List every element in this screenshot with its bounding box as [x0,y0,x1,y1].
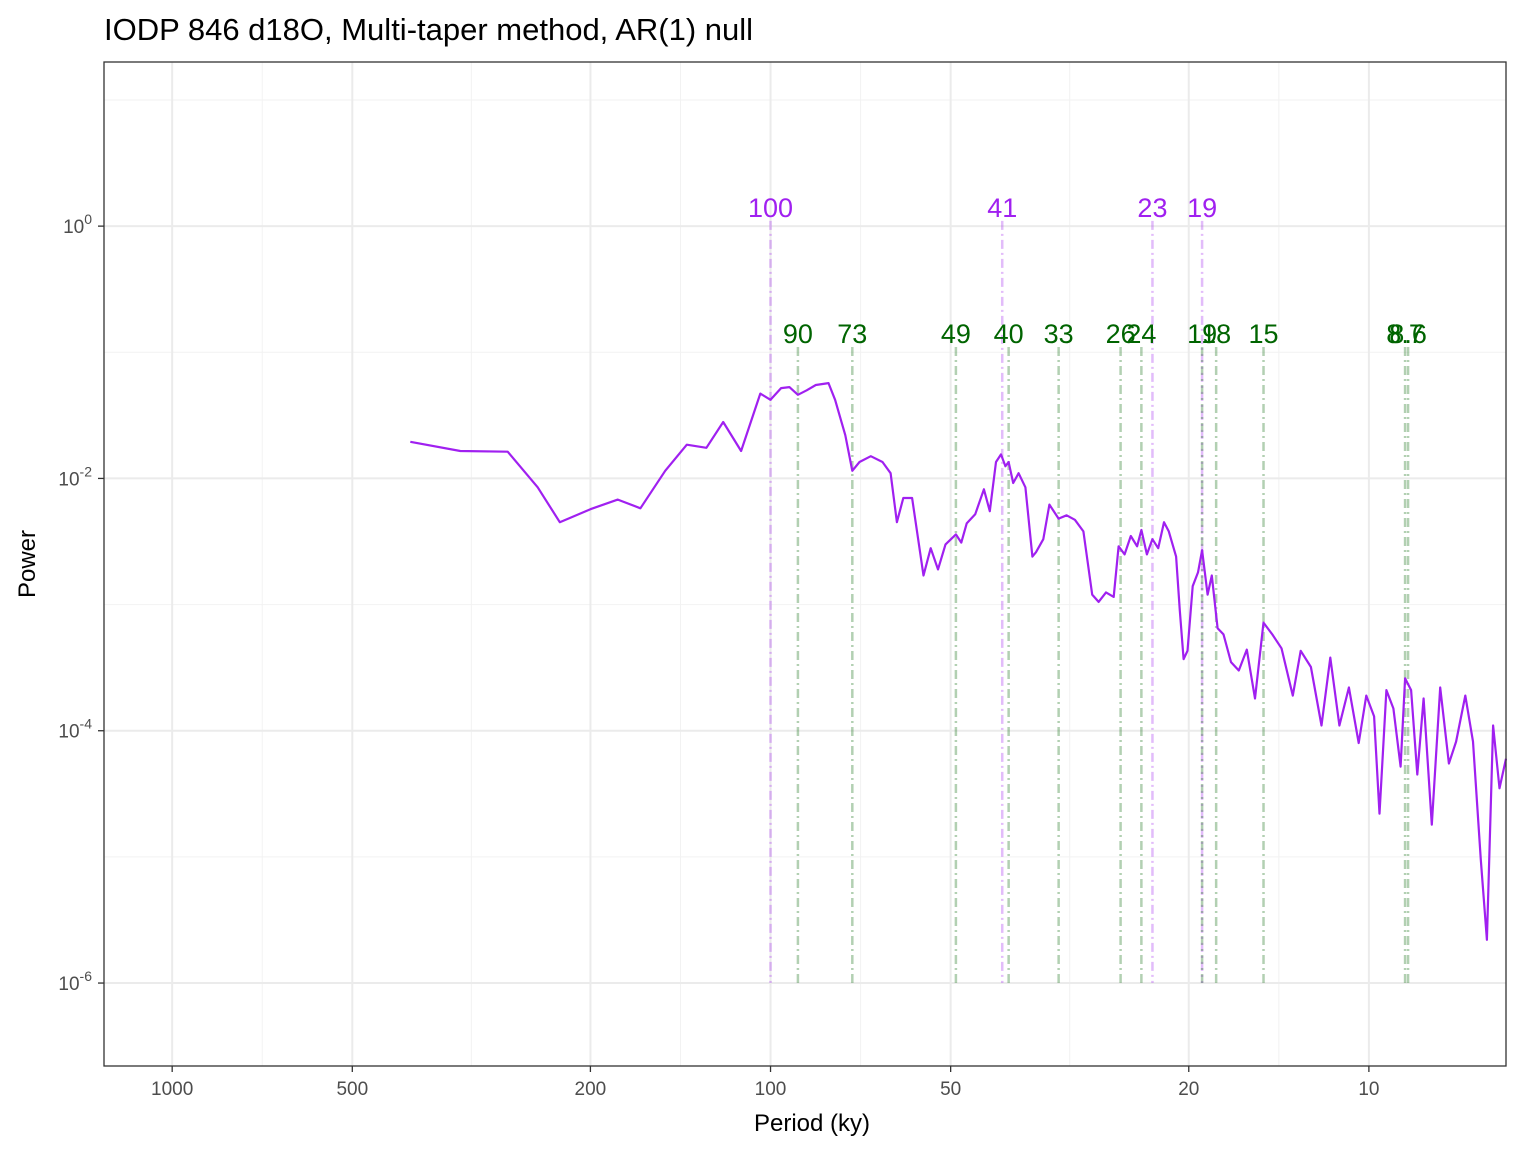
peak-label: 26 [1106,319,1136,349]
peak-label: 19 [1187,319,1217,349]
x-tick-label: 500 [336,1079,368,1100]
x-tick-label: 20 [1178,1079,1199,1100]
y-tick-label: 100 [63,211,92,238]
x-tick-label: 100 [755,1079,787,1100]
peak-label: 24 [1126,319,1156,349]
peak-label: 100 [748,193,793,223]
peak-label: 15 [1248,319,1278,349]
y-tick-label: 10-2 [58,463,92,490]
plot-background [104,62,1506,1066]
peak-label: 33 [1044,319,1074,349]
peak-label: 49 [941,319,971,349]
series-layer [410,382,1508,941]
peak-label: 18 [1201,319,1231,349]
x-tick-label: 10 [1358,1079,1379,1100]
y-tick-label: 10-4 [58,716,92,743]
x-axis-title: Period (ky) [754,1110,870,1137]
y-axis-title: Power [14,530,41,598]
spectrum-line [410,382,1508,941]
peak-label: 73 [837,319,867,349]
peak-label: 8.6 [1389,319,1427,349]
x-tick-label: 200 [575,1079,607,1100]
x-axis: 1000 500 200 100 50 20 10 [151,1066,1379,1100]
x-tick-label: 50 [940,1079,961,1100]
y-tick-label: 10-6 [58,968,92,995]
peak-lines [769,220,1410,984]
grid-layer [104,62,1506,1066]
peak-label: 19 [1187,193,1217,223]
peak-label: 90 [783,319,813,349]
peak-label: 23 [1137,193,1167,223]
peak-label: 8.7 [1386,319,1424,349]
plot-border [103,61,1507,1067]
y-axis: 100 10-2 10-4 10-6 [58,211,104,995]
chart-title: IODP 846 d18O, Multi-taper method, AR(1)… [104,12,753,47]
peak-label: 40 [994,319,1024,349]
x-tick-label: 1000 [151,1079,193,1100]
peak-label: 41 [987,193,1017,223]
